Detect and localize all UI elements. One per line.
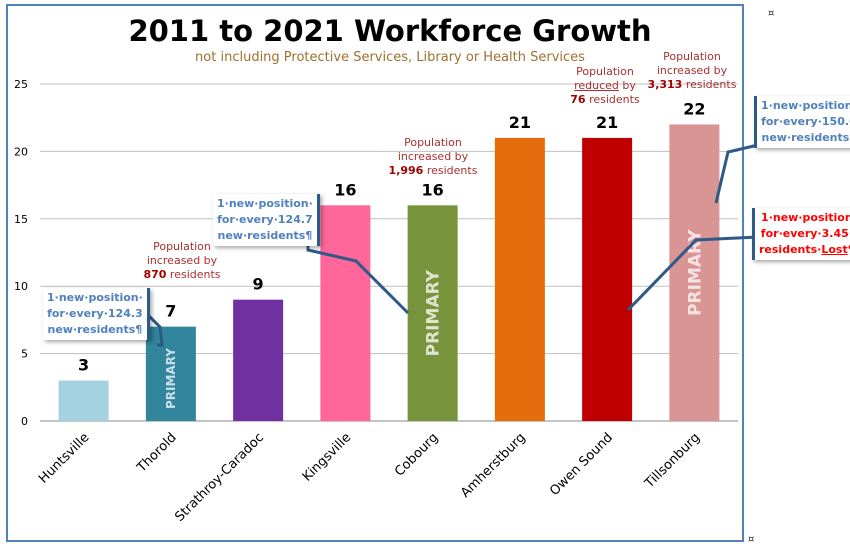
bar-value-label: 16 [421,180,443,199]
y-tick-label: 15 [14,213,28,226]
annotation-cobourg: Population increased by 1,996 residents [388,136,478,177]
bar-value-label: 3 [78,356,89,375]
callout-kingsville: 1·new·position· for·every·124.7 new·reside… [213,194,320,246]
annotation-thorold: Population increased by 870 residents [143,240,221,281]
cell-end-mark: ¤ [748,534,755,545]
bar-value-label: 21 [509,113,531,132]
y-tick-label: 20 [14,145,28,158]
x-tick-label: Kingsville [300,430,354,484]
callout-tillsonburg: 1·new·position· for·every·150.6 new·reside… [754,96,850,148]
bar-tillsonburg [669,124,720,421]
x-tick-label: Strathroy-Caradoc [172,430,267,525]
cell-end-mark: ¤ [768,8,775,19]
bar-owen-sound [582,137,633,422]
x-tick-label: Huntsville [36,430,92,486]
bar-inner-label: PRIMARY [685,229,705,316]
bar-huntsville [58,380,109,421]
y-tick-label: 5 [21,348,28,361]
y-tick-label: 10 [14,280,28,293]
callout-owen-sound: 1·new·position for·every·3.45· residents·… [752,208,850,260]
x-tick-label: Amherstburg [458,430,529,501]
bar-inner-label: PRIMARY [164,348,178,409]
x-tick-label: Tillsonburg [642,430,704,492]
chart-title: 2011 to 2021 Workforce Growth [128,14,652,48]
x-tick-label: Owen Sound [547,430,616,499]
bar-strathroy-caradoc [233,299,284,421]
annotation-owen-sound: Population reduced by 76 residents [570,65,640,106]
x-tick-label: Cobourg [392,430,441,479]
bar-value-label: 22 [683,99,705,118]
annotation-tillsonburg: Population increased by 3,313 residents [647,50,737,91]
bar-value-label: 9 [253,275,264,294]
bar-inner-label: PRIMARY [424,269,444,356]
y-tick-label: 0 [21,415,28,428]
callout-leader-line [714,143,759,204]
bar-amherstburg [494,137,545,422]
bar-kingsville [320,205,371,421]
bar-cobourg [407,205,458,421]
x-tick-label: Thorold [134,430,180,476]
bar-value-label: 7 [165,302,176,321]
bar-thorold [145,326,196,421]
chart-frame [6,4,744,542]
bar-value-label: 21 [596,113,618,132]
callout-thorold: 1·new·position· for·every·124.3 new·reside… [43,288,150,340]
bar-value-label: 16 [334,180,356,199]
callout-leader-line [626,235,759,312]
y-tick-label: 25 [14,78,28,91]
chart-subtitle: not including Protective Services, Libra… [195,50,585,65]
